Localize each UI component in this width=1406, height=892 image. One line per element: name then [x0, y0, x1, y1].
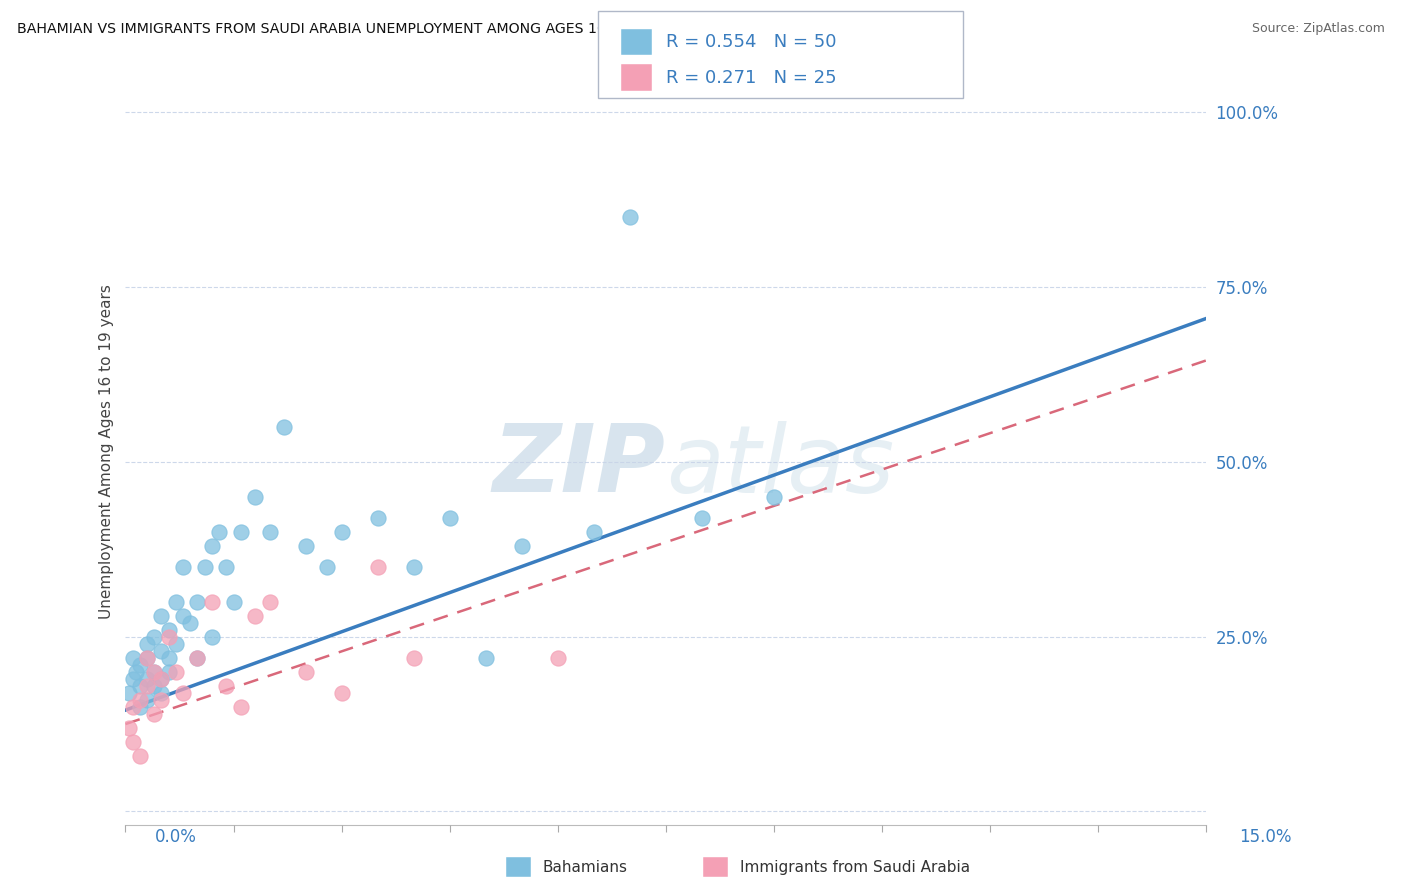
Point — [157, 650, 180, 665]
Point — [273, 420, 295, 434]
Text: 0.0%: 0.0% — [155, 828, 197, 846]
Point — [619, 211, 641, 225]
Text: Immigrants from Saudi Arabia: Immigrants from Saudi Arabia — [740, 860, 970, 874]
Point — [165, 595, 187, 609]
Point — [208, 524, 231, 539]
Point — [121, 699, 143, 714]
Point — [128, 692, 150, 706]
Point — [128, 679, 150, 693]
Point — [186, 595, 208, 609]
Text: BAHAMIAN VS IMMIGRANTS FROM SAUDI ARABIA UNEMPLOYMENT AMONG AGES 16 TO 19 YEARS : BAHAMIAN VS IMMIGRANTS FROM SAUDI ARABIA… — [17, 22, 859, 37]
Point — [128, 699, 150, 714]
Point — [165, 665, 187, 679]
Point — [118, 685, 141, 699]
Point — [367, 511, 389, 525]
Point — [229, 699, 252, 714]
Point — [510, 539, 533, 553]
Point — [121, 734, 143, 748]
Text: Source: ZipAtlas.com: Source: ZipAtlas.com — [1251, 22, 1385, 36]
Point — [294, 665, 316, 679]
Point — [136, 672, 159, 686]
Point — [229, 524, 252, 539]
Point — [125, 665, 148, 679]
Point — [690, 511, 713, 525]
Point — [150, 643, 173, 657]
Point — [762, 490, 785, 504]
Point — [330, 524, 353, 539]
Point — [186, 650, 208, 665]
Point — [294, 539, 316, 553]
Point — [157, 665, 180, 679]
Point — [402, 559, 425, 574]
Point — [136, 637, 159, 651]
Point — [243, 490, 266, 504]
Point — [150, 692, 173, 706]
Text: R = 0.554   N = 50: R = 0.554 N = 50 — [666, 33, 837, 51]
Point — [215, 679, 238, 693]
Point — [150, 672, 173, 686]
Point — [172, 685, 194, 699]
Point — [194, 559, 217, 574]
Point — [215, 559, 238, 574]
Point — [143, 665, 166, 679]
Point — [201, 630, 224, 644]
Point — [172, 608, 194, 623]
Point — [118, 721, 141, 735]
Point — [150, 672, 173, 686]
Point — [243, 608, 266, 623]
Point — [201, 539, 224, 553]
Point — [201, 595, 224, 609]
Point — [172, 559, 194, 574]
Point — [136, 692, 159, 706]
Point — [259, 524, 281, 539]
Point — [143, 665, 166, 679]
Point — [136, 650, 159, 665]
Point — [402, 650, 425, 665]
Point — [222, 595, 245, 609]
Point — [179, 615, 201, 630]
Point — [547, 650, 569, 665]
Text: atlas: atlas — [665, 421, 894, 512]
Point — [150, 685, 173, 699]
Point — [330, 685, 353, 699]
Text: 15.0%: 15.0% — [1239, 828, 1292, 846]
Text: R = 0.271   N = 25: R = 0.271 N = 25 — [666, 69, 837, 87]
Point — [367, 559, 389, 574]
Point — [136, 679, 159, 693]
Point — [439, 511, 461, 525]
Point — [143, 706, 166, 721]
Point — [143, 630, 166, 644]
Text: ZIP: ZIP — [492, 420, 665, 512]
Text: Bahamians: Bahamians — [543, 860, 627, 874]
Point — [186, 650, 208, 665]
Point — [150, 608, 173, 623]
Point — [157, 630, 180, 644]
Point — [582, 524, 605, 539]
Point — [474, 650, 496, 665]
Point — [136, 650, 159, 665]
Point — [121, 650, 143, 665]
Point — [157, 623, 180, 637]
Point — [128, 657, 150, 672]
Point — [165, 637, 187, 651]
Point — [121, 672, 143, 686]
Point — [316, 559, 339, 574]
Point — [128, 748, 150, 763]
Y-axis label: Unemployment Among Ages 16 to 19 years: Unemployment Among Ages 16 to 19 years — [100, 284, 114, 619]
Point — [143, 679, 166, 693]
Point — [259, 595, 281, 609]
